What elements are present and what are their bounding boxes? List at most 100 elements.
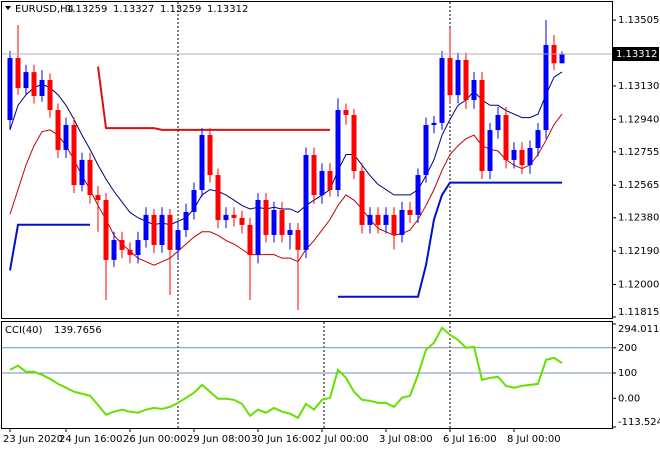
cci-value: 139.7656	[54, 325, 102, 336]
candle-body	[55, 110, 61, 150]
candle-body	[511, 149, 517, 160]
candle-body	[87, 159, 93, 196]
y-tick-label: 0.00	[618, 393, 640, 404]
x-tick-label: 3 Jul 08:00	[379, 434, 433, 445]
line	[97, 66, 330, 131]
candle-body	[183, 211, 189, 231]
candle-body	[119, 240, 125, 250]
candle-body	[455, 59, 461, 96]
line	[9, 71, 563, 226]
line	[9, 113, 563, 266]
candle-body	[111, 240, 117, 260]
candle-body	[439, 58, 445, 123]
cci-panel	[1, 321, 613, 429]
candle-body	[335, 110, 341, 190]
y-tick-label: 1.12940	[618, 114, 659, 125]
candle-body	[351, 114, 357, 172]
x-tick-label: 29 Jun 08:00	[187, 434, 251, 445]
y-tick-label: 1.11815	[618, 307, 659, 318]
candle-body	[279, 210, 285, 235]
candle-body	[303, 155, 309, 250]
candle-body	[167, 214, 173, 250]
candle-body	[295, 230, 301, 250]
y-tick-label: 1.13130	[618, 81, 659, 92]
candle-body	[103, 199, 109, 260]
candle-body	[223, 214, 229, 221]
candle-body	[535, 130, 541, 148]
candle-body	[39, 80, 45, 96]
candle-body	[423, 124, 429, 176]
x-tick-label: 24 Jun 16:00	[59, 434, 123, 445]
y-tick-label: 1.12755	[618, 147, 659, 158]
candle-body	[231, 214, 237, 218]
candle-body	[407, 210, 413, 215]
y-tick-label: 1.12380	[618, 213, 659, 224]
candle-body	[495, 114, 501, 131]
candle-body	[175, 230, 181, 250]
candle-body	[319, 171, 325, 196]
candle-body	[479, 80, 485, 172]
candle-body	[263, 199, 269, 235]
line	[9, 181, 562, 298]
candle-body	[367, 214, 373, 225]
candle-body	[159, 214, 165, 245]
candle-body	[191, 189, 197, 212]
x-tick-label: 6 Jul 16:00	[443, 434, 497, 445]
x-tick-label: 23 Jun 2020	[3, 434, 63, 445]
candle-body	[559, 54, 565, 64]
y-tick-label: 100	[618, 368, 637, 379]
y-tick-label: 200	[618, 343, 637, 354]
ohlc-close: 1.13312	[207, 4, 248, 15]
candle-body	[487, 130, 493, 172]
price-box	[613, 47, 659, 62]
y-tick-label: 1.12000	[618, 279, 659, 290]
candle-body	[151, 214, 157, 245]
ohlc-high: 1.13327	[113, 4, 154, 15]
y-tick-label: -113.5241	[618, 417, 660, 428]
y-tick-label: 1.13505	[618, 15, 659, 26]
ohlc-low: 1.13259	[160, 4, 201, 15]
candle-body	[7, 58, 13, 121]
y-tick-label: 294.0114	[618, 324, 660, 335]
candle-body	[255, 199, 261, 255]
candle-body	[391, 214, 397, 235]
candle-body	[311, 155, 317, 196]
candle-body	[47, 80, 53, 111]
candle-body	[207, 134, 213, 176]
cci-title: CCI(40)	[5, 325, 43, 336]
candle-body	[527, 147, 533, 166]
candle-body	[71, 124, 77, 186]
candle-body	[399, 210, 405, 235]
ohlc-open: 1.13259	[66, 4, 107, 15]
x-tick-label: 2 Jul 00:00	[315, 434, 369, 445]
symbol: EURUSD,H4	[15, 4, 74, 15]
candle-body	[431, 122, 437, 125]
price-label: 1.13312	[616, 49, 657, 60]
candle-body	[215, 175, 221, 221]
menu-icon[interactable]	[5, 6, 11, 10]
candle-body	[63, 124, 69, 150]
candle-body	[127, 249, 133, 255]
candle-body	[415, 175, 421, 215]
candle-body	[383, 214, 389, 225]
line	[9, 326, 563, 420]
candle-body	[95, 195, 101, 200]
x-tick-label: 26 Jun 00:00	[123, 434, 187, 445]
main-panel	[1, 1, 613, 319]
x-tick-label: 30 Jun 16:00	[251, 434, 315, 445]
y-tick-label: 1.12565	[618, 180, 659, 191]
candle-body	[327, 171, 333, 190]
candle-body	[143, 214, 149, 241]
candle-body	[519, 149, 525, 166]
candle-body	[31, 72, 37, 96]
candle-body	[15, 58, 21, 89]
candle-body	[343, 110, 349, 115]
candle-body	[375, 214, 381, 225]
candle-body	[447, 58, 453, 96]
candle-body	[287, 230, 293, 235]
candle-body	[247, 224, 253, 255]
candle-body	[359, 171, 365, 225]
candle-body	[199, 134, 205, 190]
